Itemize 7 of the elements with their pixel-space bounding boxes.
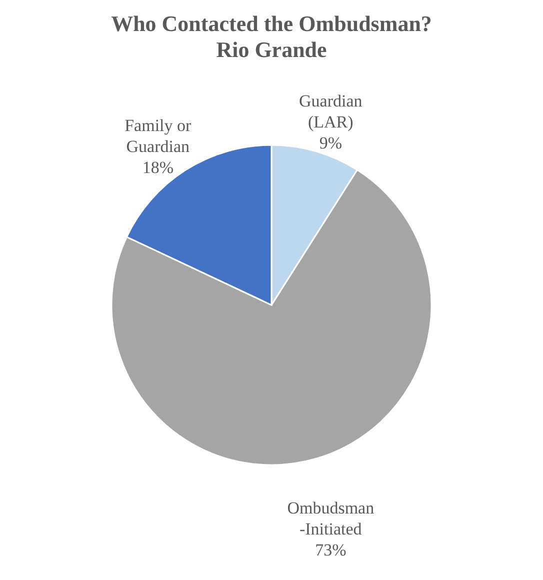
chart-title: Who Contacted the Ombudsman? Rio Grande [111,11,432,62]
slice-label: Guardian (LAR) [299,91,363,132]
data-label: 73% [315,540,346,560]
data-label: 18% [142,158,174,177]
slice-label: Family or Guardian [124,116,192,156]
slice-label: Ombudsman -Initiated [287,498,375,539]
data-label: 9% [319,133,342,152]
